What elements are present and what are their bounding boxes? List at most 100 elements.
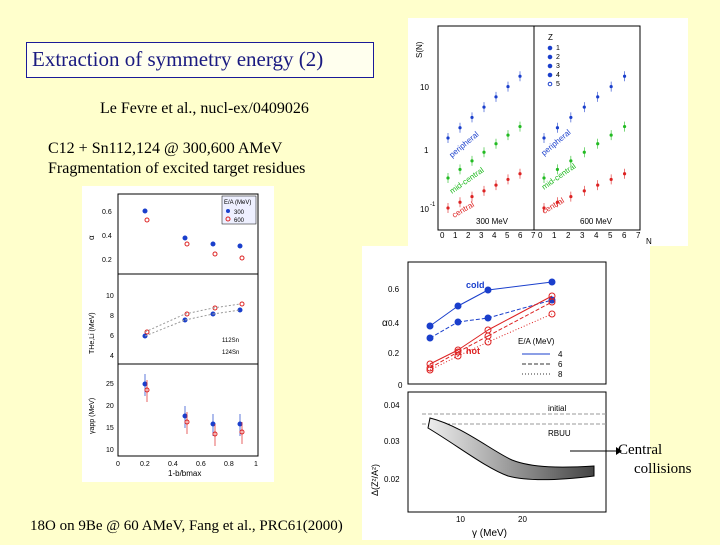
ytick: 1 <box>424 146 429 155</box>
legend-marker <box>547 63 553 69</box>
data-point <box>212 251 218 257</box>
alpha-t-gamma-plot: α THe,Li (MeV) γapp (MeV) 0.6 0.4 0.2 10… <box>87 193 259 478</box>
series-line <box>457 329 489 351</box>
xtick: 7 <box>531 231 536 240</box>
legend-marker <box>547 45 553 51</box>
data-point <box>182 235 188 241</box>
xtick: 0 <box>538 231 543 240</box>
hot-label: hot <box>466 346 480 356</box>
tick: 0.2 <box>102 257 112 264</box>
arrow <box>570 447 622 455</box>
legend-marker <box>547 54 553 60</box>
tick: 8 <box>110 313 114 320</box>
xlabel: 1-b/bmax <box>168 469 201 478</box>
legend-title: E/A (MeV) <box>518 337 555 346</box>
series-line <box>429 351 459 369</box>
xtick: 3 <box>479 231 484 240</box>
legend-item: 5 <box>556 81 560 88</box>
tick: 0.8 <box>224 461 234 468</box>
initial-label: initial <box>548 404 566 413</box>
data-point <box>239 301 245 307</box>
gamma-label: γapp (MeV) <box>89 398 96 434</box>
xlabel: N <box>646 237 652 246</box>
data-point <box>454 348 462 356</box>
series-line <box>487 295 553 331</box>
series-line <box>212 309 241 315</box>
legend-item: 124Sn <box>222 350 239 356</box>
legend-item: 3 <box>556 63 560 70</box>
central-label-1: Central <box>618 442 663 458</box>
energy-label: 600 MeV <box>580 217 613 226</box>
right-figure: α 0.6 0.4 0.2 0 Δ(Z²/A²) 0.04 0.03 0.02 … <box>362 246 650 540</box>
xtick: 6 <box>622 231 627 240</box>
tick: 20 <box>518 515 527 524</box>
legend-item: 2 <box>556 54 560 61</box>
data-point <box>548 310 556 318</box>
energy-label: 300 MeV <box>476 217 509 226</box>
series-line <box>429 321 459 339</box>
tick: 15 <box>106 425 114 432</box>
tick: 0.4 <box>388 319 400 328</box>
tick: 0.4 <box>102 233 112 240</box>
central-label-2: collisions <box>634 461 692 477</box>
t-label: THe,Li (MeV) <box>89 312 96 354</box>
series-line <box>184 307 214 315</box>
legend-item: 600 <box>234 218 245 224</box>
series-line <box>457 341 489 357</box>
series-line <box>184 313 214 321</box>
series-line <box>212 303 241 309</box>
series-line <box>429 349 459 365</box>
xlabel: γ (MeV) <box>472 528 507 539</box>
tick: 4 <box>110 353 114 360</box>
rbuu-label: RBUU <box>548 429 571 438</box>
subtitle-text: Fragmentation of excited target residues <box>48 160 306 177</box>
series-line <box>429 305 459 327</box>
data-point <box>144 217 150 223</box>
xtick: 2 <box>566 231 571 240</box>
tick: 0 <box>398 381 403 390</box>
xtick: 5 <box>608 231 613 240</box>
tick: 10 <box>106 293 114 300</box>
series-line <box>457 317 489 323</box>
data-point <box>548 298 556 306</box>
legend-item: 8 <box>558 370 563 379</box>
reaction-text: C12 + Sn112,124 @ 300,600 AMeV <box>48 140 283 157</box>
data-point <box>210 241 216 247</box>
label-peripheral: peripheral <box>448 130 481 160</box>
xtick: 4 <box>594 231 599 240</box>
legend-item: 4 <box>556 72 560 79</box>
legend-item: 300 <box>234 210 245 216</box>
tick: 1 <box>254 461 258 468</box>
tick: 0.4 <box>168 461 178 468</box>
rbuu-band <box>427 417 595 481</box>
label-central: central <box>541 196 566 216</box>
ytick-exp: -1 <box>430 202 436 208</box>
xtick: 2 <box>466 231 471 240</box>
series-line <box>429 355 459 371</box>
z-label: Δ(Z²/A²) <box>370 464 380 496</box>
tick: 25 <box>106 381 114 388</box>
legend-title: Z <box>548 33 553 42</box>
data-point <box>426 366 434 374</box>
label-mid-central: mid-central <box>448 165 486 195</box>
legend-item: 4 <box>558 350 563 359</box>
series-line <box>144 313 186 333</box>
series-line <box>144 319 186 337</box>
alpha-label: α <box>87 235 96 240</box>
xtick: 7 <box>636 231 641 240</box>
reference-text: Le Fevre et al., nucl-ex/0409026 <box>100 100 309 117</box>
data-point <box>237 243 243 249</box>
xtick: 6 <box>518 231 523 240</box>
legend-title: E/A (MeV) <box>224 200 251 206</box>
xtick: 5 <box>505 231 510 240</box>
tick: 0.04 <box>384 401 400 410</box>
slide-title: Extraction of symmetry energy (2) <box>32 47 324 71</box>
xtick: 1 <box>552 231 557 240</box>
tick: 6 <box>110 333 114 340</box>
data-point <box>454 352 462 360</box>
ytick: 10 <box>420 83 429 92</box>
legend-marker <box>547 72 553 78</box>
title-box <box>26 42 374 78</box>
tick: 0.6 <box>102 209 112 216</box>
